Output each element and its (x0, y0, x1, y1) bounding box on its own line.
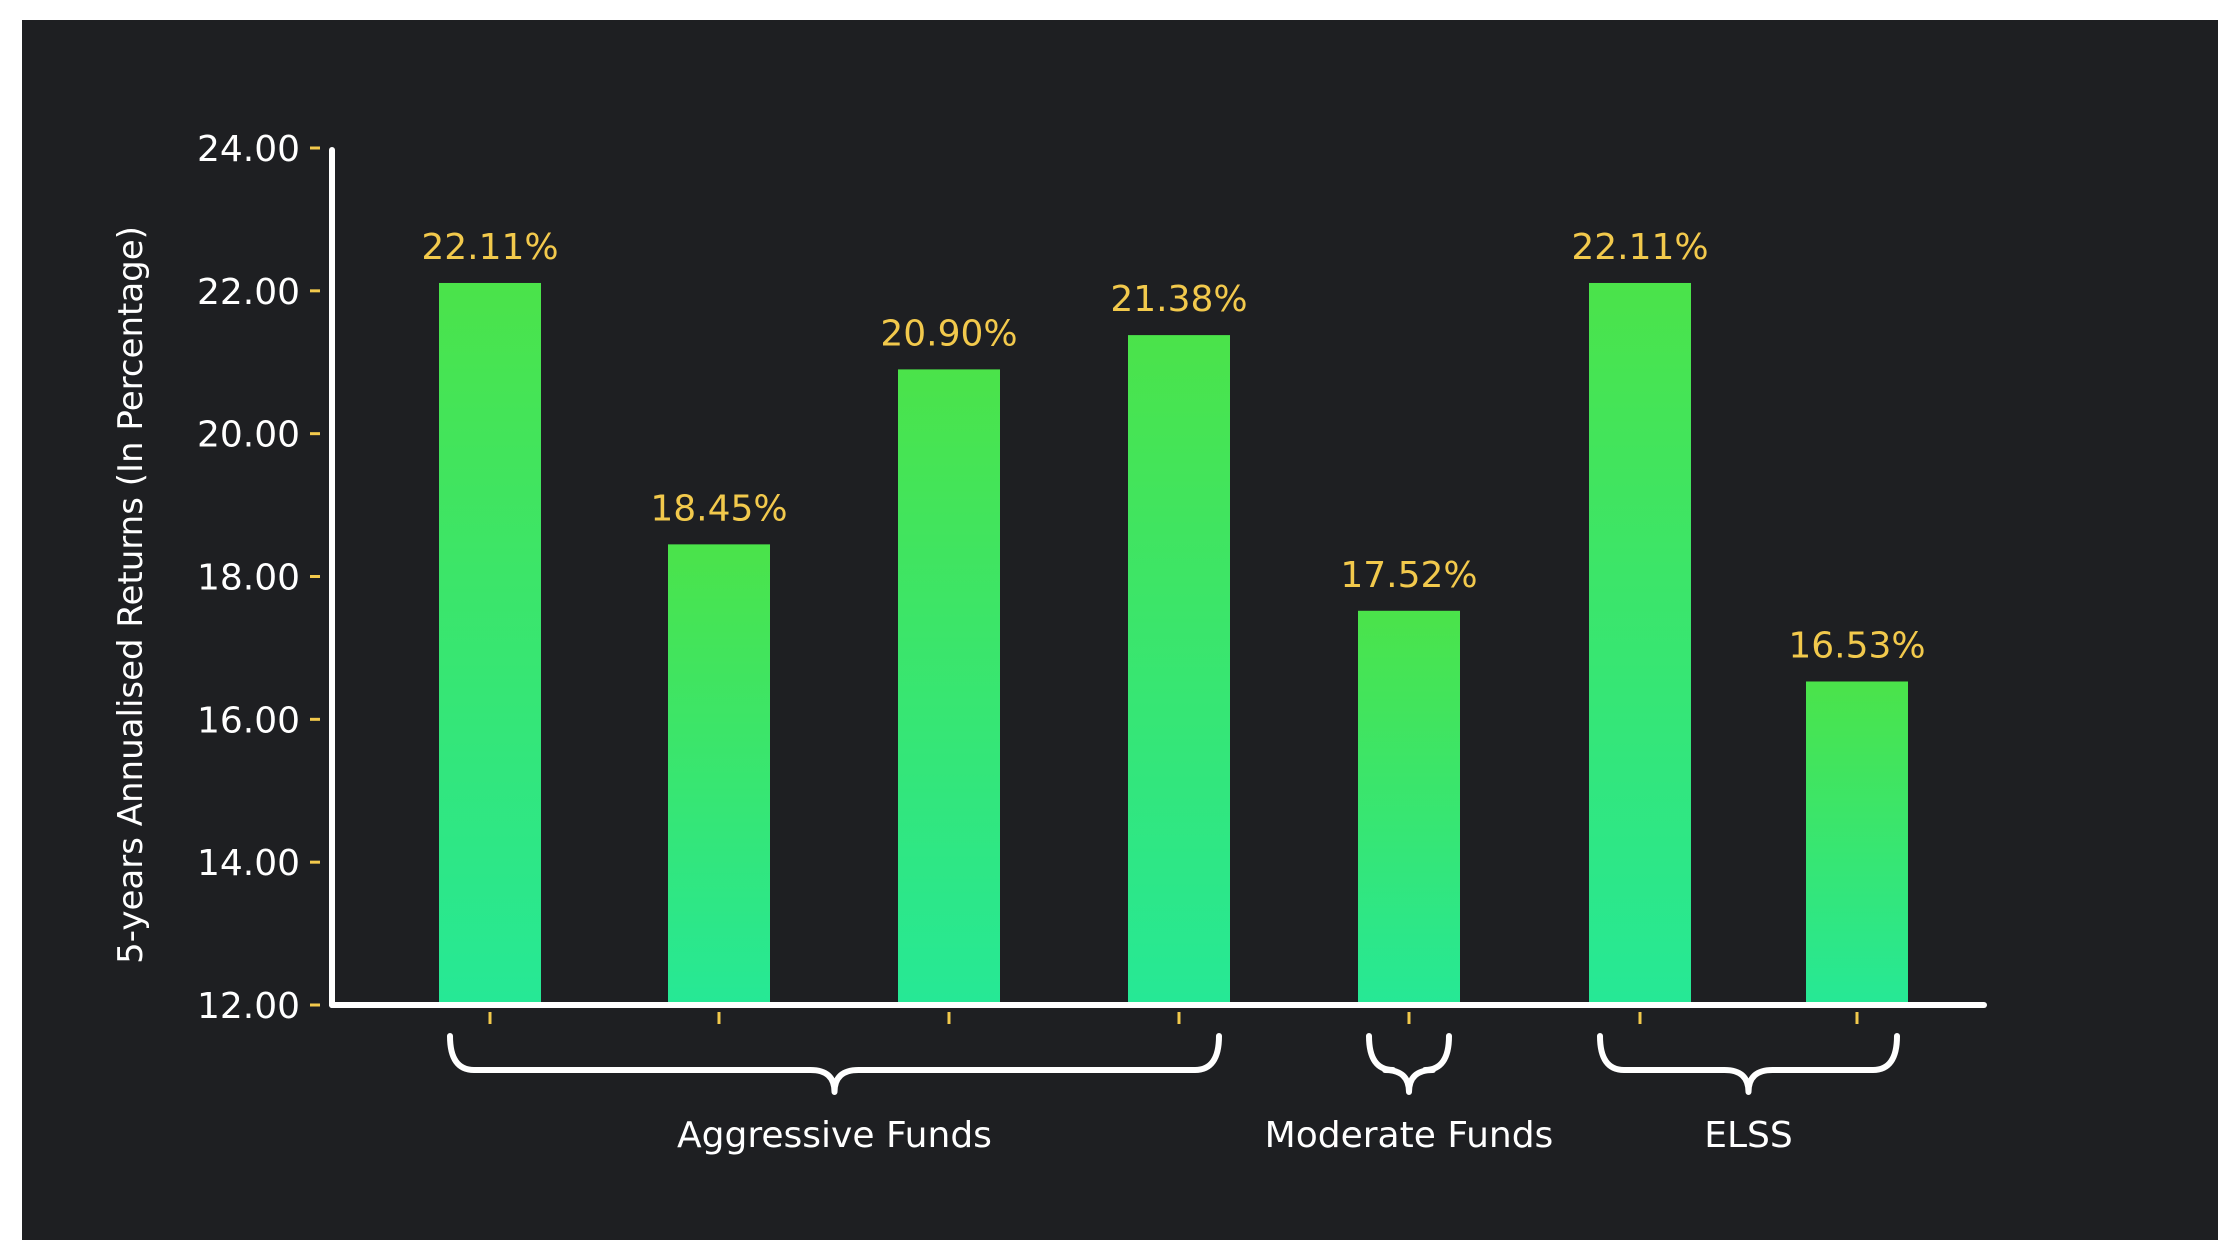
bar-chart: 5-years Annualised Returns (In Percentag… (111, 129, 1987, 1156)
bar (1358, 610, 1460, 1005)
y-tick-label: 16.00 (197, 700, 300, 741)
chart-panel: 5-years Annualised Returns (In Percentag… (22, 20, 2218, 1240)
group-label: Aggressive Funds (677, 1115, 992, 1156)
group-label: Moderate Funds (1265, 1115, 1554, 1156)
bar (1806, 681, 1908, 1005)
y-tick-label: 24.00 (197, 129, 300, 170)
group-label: ELSS (1704, 1115, 1793, 1156)
y-tick-label: 22.00 (197, 272, 300, 313)
bar-value-label: 16.53% (1788, 625, 1925, 666)
bar-value-label: 17.52% (1340, 555, 1477, 596)
bar (898, 369, 1000, 1005)
group-brace (1597, 1033, 1900, 1095)
bar-value-label: 22.11% (421, 227, 558, 268)
group-brace (447, 1033, 1222, 1095)
bar-value-label: 18.45% (650, 488, 787, 529)
bar (1128, 335, 1230, 1005)
y-tick-label: 12.00 (197, 986, 300, 1027)
bar (1589, 282, 1691, 1005)
group-brace (1366, 1033, 1452, 1095)
bar-value-label: 21.38% (1110, 279, 1247, 320)
bar-value-label: 20.90% (880, 313, 1017, 354)
bar-value-label: 22.11% (1571, 227, 1708, 268)
y-tick-label: 20.00 (197, 415, 300, 456)
bar (439, 282, 541, 1005)
bar (668, 544, 770, 1005)
y-tick-label: 18.00 (197, 558, 300, 599)
y-tick-label: 14.00 (197, 843, 300, 884)
y-axis-title: 5-years Annualised Returns (In Percentag… (111, 226, 151, 964)
